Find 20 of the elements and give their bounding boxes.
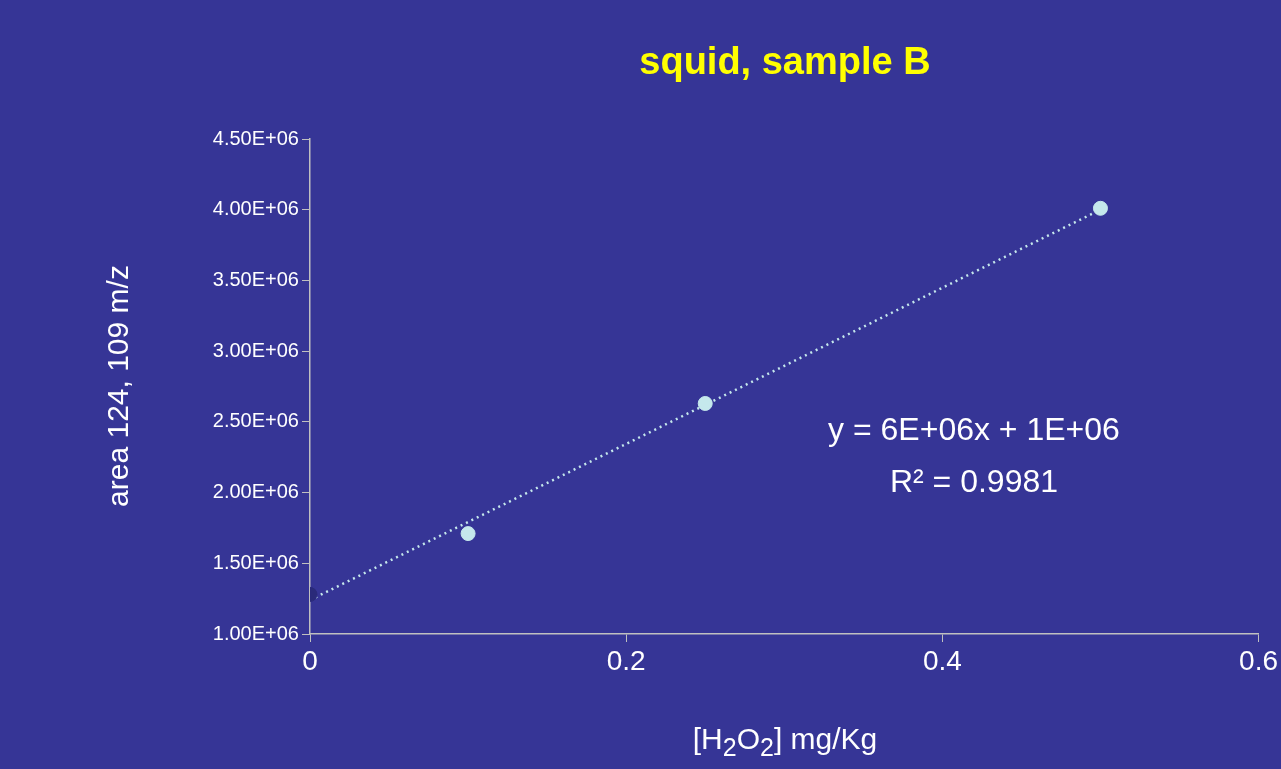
- x-tick-label: 0: [302, 644, 318, 676]
- annotation: y = 6E+06x + 1E+06: [828, 410, 1120, 447]
- x-tick-label: 0.2: [606, 644, 646, 676]
- x-axis-title: [H$_{2}$O$_{2}$] mg/Kg: [691, 722, 879, 762]
- y-axis-title: area 124, 109 m/z: [101, 265, 135, 507]
- point: [697, 395, 713, 411]
- x-tick-label: 0.6: [1239, 644, 1279, 676]
- y-tick-label: 3.50E+06: [212, 267, 299, 290]
- annotation: R² = 0.9981: [889, 462, 1059, 499]
- y-tick-label: 1.50E+06: [212, 550, 299, 573]
- chart-title: squid, sample B: [638, 40, 932, 83]
- y-tick-label: 2.50E+06: [212, 409, 299, 432]
- y-tick-label: 4.50E+06: [212, 126, 299, 149]
- y-tick-label: 1.00E+06: [212, 621, 299, 644]
- y-tick-label: 2.00E+06: [212, 480, 299, 503]
- y-tick-label: 3.00E+06: [212, 338, 299, 361]
- y-tick-label: 4.00E+06: [212, 197, 299, 220]
- x-tick-label: 0.4: [922, 644, 962, 676]
- point: [460, 526, 476, 542]
- point: [1092, 200, 1108, 216]
